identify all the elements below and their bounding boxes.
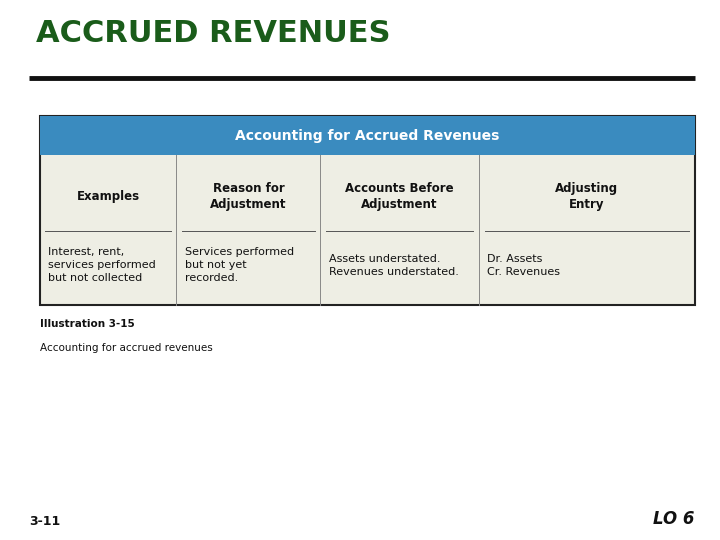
Text: Illustration 3-15: Illustration 3-15 [40, 319, 135, 329]
Text: Accounts Before
Adjustment: Accounts Before Adjustment [346, 183, 454, 211]
Text: Examples: Examples [76, 190, 140, 204]
Bar [40, 116, 695, 305]
Text: 3-11: 3-11 [29, 515, 60, 528]
Text: Assets understated.
Revenues understated.: Assets understated. Revenues understated… [329, 254, 459, 276]
Bar [40, 116, 695, 155]
Text: Accounting for Accrued Revenues: Accounting for Accrued Revenues [235, 129, 500, 143]
Text: LO 6: LO 6 [653, 510, 695, 528]
Text: Reason for
Adjustment: Reason for Adjustment [210, 183, 287, 211]
Text: ACCRUED REVENUES: ACCRUED REVENUES [36, 19, 390, 48]
Text: Accounting for accrued revenues: Accounting for accrued revenues [40, 343, 212, 353]
Text: Dr. Assets
Cr. Revenues: Dr. Assets Cr. Revenues [487, 254, 560, 276]
Text: Services performed
but not yet
recorded.: Services performed but not yet recorded. [185, 247, 294, 284]
Text: Adjusting
Entry: Adjusting Entry [555, 183, 618, 211]
Text: Interest, rent,
services performed
but not collected: Interest, rent, services performed but n… [48, 247, 156, 284]
